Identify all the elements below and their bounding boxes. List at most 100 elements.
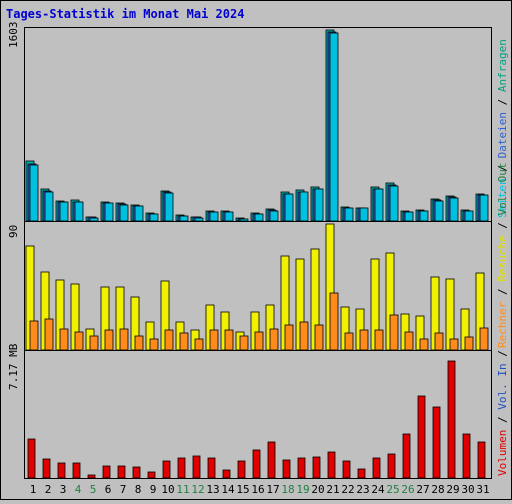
x-tick-label: 27 xyxy=(416,483,429,496)
legend-entry: Seiten xyxy=(496,178,509,218)
bar-volumen-day-20 xyxy=(312,456,321,479)
legend-entry: / xyxy=(496,282,509,302)
bar-seiten-day-10 xyxy=(164,192,174,222)
bar-volumen-day-18 xyxy=(282,459,291,479)
x-tick-label: 23 xyxy=(356,483,369,496)
x-tick-label: 14 xyxy=(221,483,235,496)
x-tick-label: 18 xyxy=(281,483,294,496)
bar-volumen-day-14 xyxy=(222,469,231,479)
bar-seiten-day-19 xyxy=(299,191,309,222)
bar-rechner-day-26 xyxy=(404,331,414,351)
bar-rechner-day-31 xyxy=(479,327,489,351)
legend-entry: / xyxy=(496,350,509,363)
bar-volumen-day-11 xyxy=(177,457,186,479)
bar-rechner-day-19 xyxy=(299,321,309,351)
chart-title: Tages-Statistik im Monat Mai 2024 xyxy=(6,7,244,21)
bar-rechner-day-13 xyxy=(209,329,219,351)
x-tick-label: 28 xyxy=(431,483,444,496)
bar-rechner-day-24 xyxy=(374,329,384,351)
x-tick-label: 21 xyxy=(326,483,339,496)
bar-rechner-day-16 xyxy=(254,331,264,351)
bar-seiten-day-14 xyxy=(224,211,234,222)
x-tick-label: 17 xyxy=(266,483,279,496)
bar-volumen-day-22 xyxy=(342,460,351,479)
x-tick-label: 11 xyxy=(176,483,189,496)
x-tick-label: 29 xyxy=(446,483,459,496)
x-tick-label: 12 xyxy=(191,483,204,496)
bar-seiten-day-20 xyxy=(314,188,324,222)
bar-seiten-day-16 xyxy=(254,213,264,222)
bar-volumen-day-8 xyxy=(132,466,141,479)
bar-rechner-day-9 xyxy=(149,338,159,351)
legend-entry: Dateien xyxy=(496,112,509,158)
bar-volumen-day-5 xyxy=(87,474,96,479)
x-tick-label: 9 xyxy=(150,483,157,496)
bar-rechner-day-25 xyxy=(389,314,399,351)
legend-entry: Besuche xyxy=(496,235,509,281)
bar-rechner-day-10 xyxy=(164,329,174,351)
bar-volumen-day-1 xyxy=(27,438,36,479)
bar-seiten-day-22 xyxy=(344,207,354,222)
bar-seiten-day-8 xyxy=(134,205,144,222)
x-tick-label: 22 xyxy=(341,483,354,496)
bar-rechner-day-5 xyxy=(89,335,99,351)
legend-entry: Vol. In xyxy=(496,363,509,409)
bar-seiten-day-13 xyxy=(209,211,219,222)
bar-seiten-day-15 xyxy=(239,218,249,222)
bar-seiten-day-3 xyxy=(59,201,69,222)
bar-volumen-day-24 xyxy=(372,457,381,479)
bar-rechner-day-30 xyxy=(464,336,474,351)
x-tick-label: 24 xyxy=(371,483,385,496)
bar-volumen-day-4 xyxy=(72,462,81,479)
bar-rechner-day-17 xyxy=(269,328,279,351)
bar-volumen-day-13 xyxy=(207,457,216,479)
bar-rechner-day-4 xyxy=(74,331,84,351)
panel-max-label: 7.17 MB xyxy=(7,343,20,390)
bar-seiten-day-2 xyxy=(44,191,54,222)
bar-seiten-day-26 xyxy=(404,211,414,222)
bar-volumen-day-19 xyxy=(297,457,306,479)
bar-volumen-day-31 xyxy=(477,441,486,479)
bar-rechner-day-29 xyxy=(449,338,459,351)
bar-volumen-day-30 xyxy=(462,433,471,479)
bar-volumen-day-9 xyxy=(147,471,156,479)
bar-rechner-day-11 xyxy=(179,332,189,351)
bar-seiten-day-4 xyxy=(74,201,84,222)
bar-seiten-day-30 xyxy=(464,210,474,222)
bar-rechner-day-21 xyxy=(329,292,339,351)
bar-volumen-day-29 xyxy=(447,360,456,479)
x-tick-label: 6 xyxy=(105,483,112,496)
bar-seiten-day-9 xyxy=(149,213,159,222)
x-tick-label: 15 xyxy=(236,483,249,496)
bar-rechner-day-23 xyxy=(359,329,369,351)
x-tick-label: 25 xyxy=(386,483,399,496)
x-tick-label: 3 xyxy=(60,483,67,496)
bar-seiten-day-24 xyxy=(374,188,384,222)
bar-volumen-day-16 xyxy=(252,449,261,479)
bar-volumen-day-17 xyxy=(267,441,276,479)
bar-seiten-day-11 xyxy=(179,215,189,222)
bar-rechner-day-22 xyxy=(344,332,354,351)
bar-volumen-day-3 xyxy=(57,462,66,479)
panel-max-label: 1603 xyxy=(7,22,20,49)
bar-volumen-day-2 xyxy=(42,458,51,479)
bar-seiten-day-1 xyxy=(29,164,39,222)
x-tick-label: 7 xyxy=(120,483,127,496)
bar-volumen-day-21 xyxy=(327,451,336,479)
bar-volumen-day-10 xyxy=(162,460,171,479)
bar-volumen-day-6 xyxy=(102,465,111,479)
bar-seiten-day-29 xyxy=(449,197,459,222)
x-tick-label: 20 xyxy=(311,483,324,496)
legend-entry: Anfragen xyxy=(496,39,509,92)
legend-entry: / xyxy=(496,216,509,236)
bar-rechner-day-1 xyxy=(29,320,39,351)
x-tick-label: 30 xyxy=(461,483,474,496)
bar-rechner-day-18 xyxy=(284,324,294,351)
x-tick-label: 8 xyxy=(135,483,142,496)
bar-seiten-day-28 xyxy=(434,200,444,222)
bar-rechner-day-6 xyxy=(104,329,114,351)
legend-entry: / xyxy=(496,158,509,178)
panel-frame-top xyxy=(24,27,492,222)
legend-entry: / xyxy=(496,410,509,430)
